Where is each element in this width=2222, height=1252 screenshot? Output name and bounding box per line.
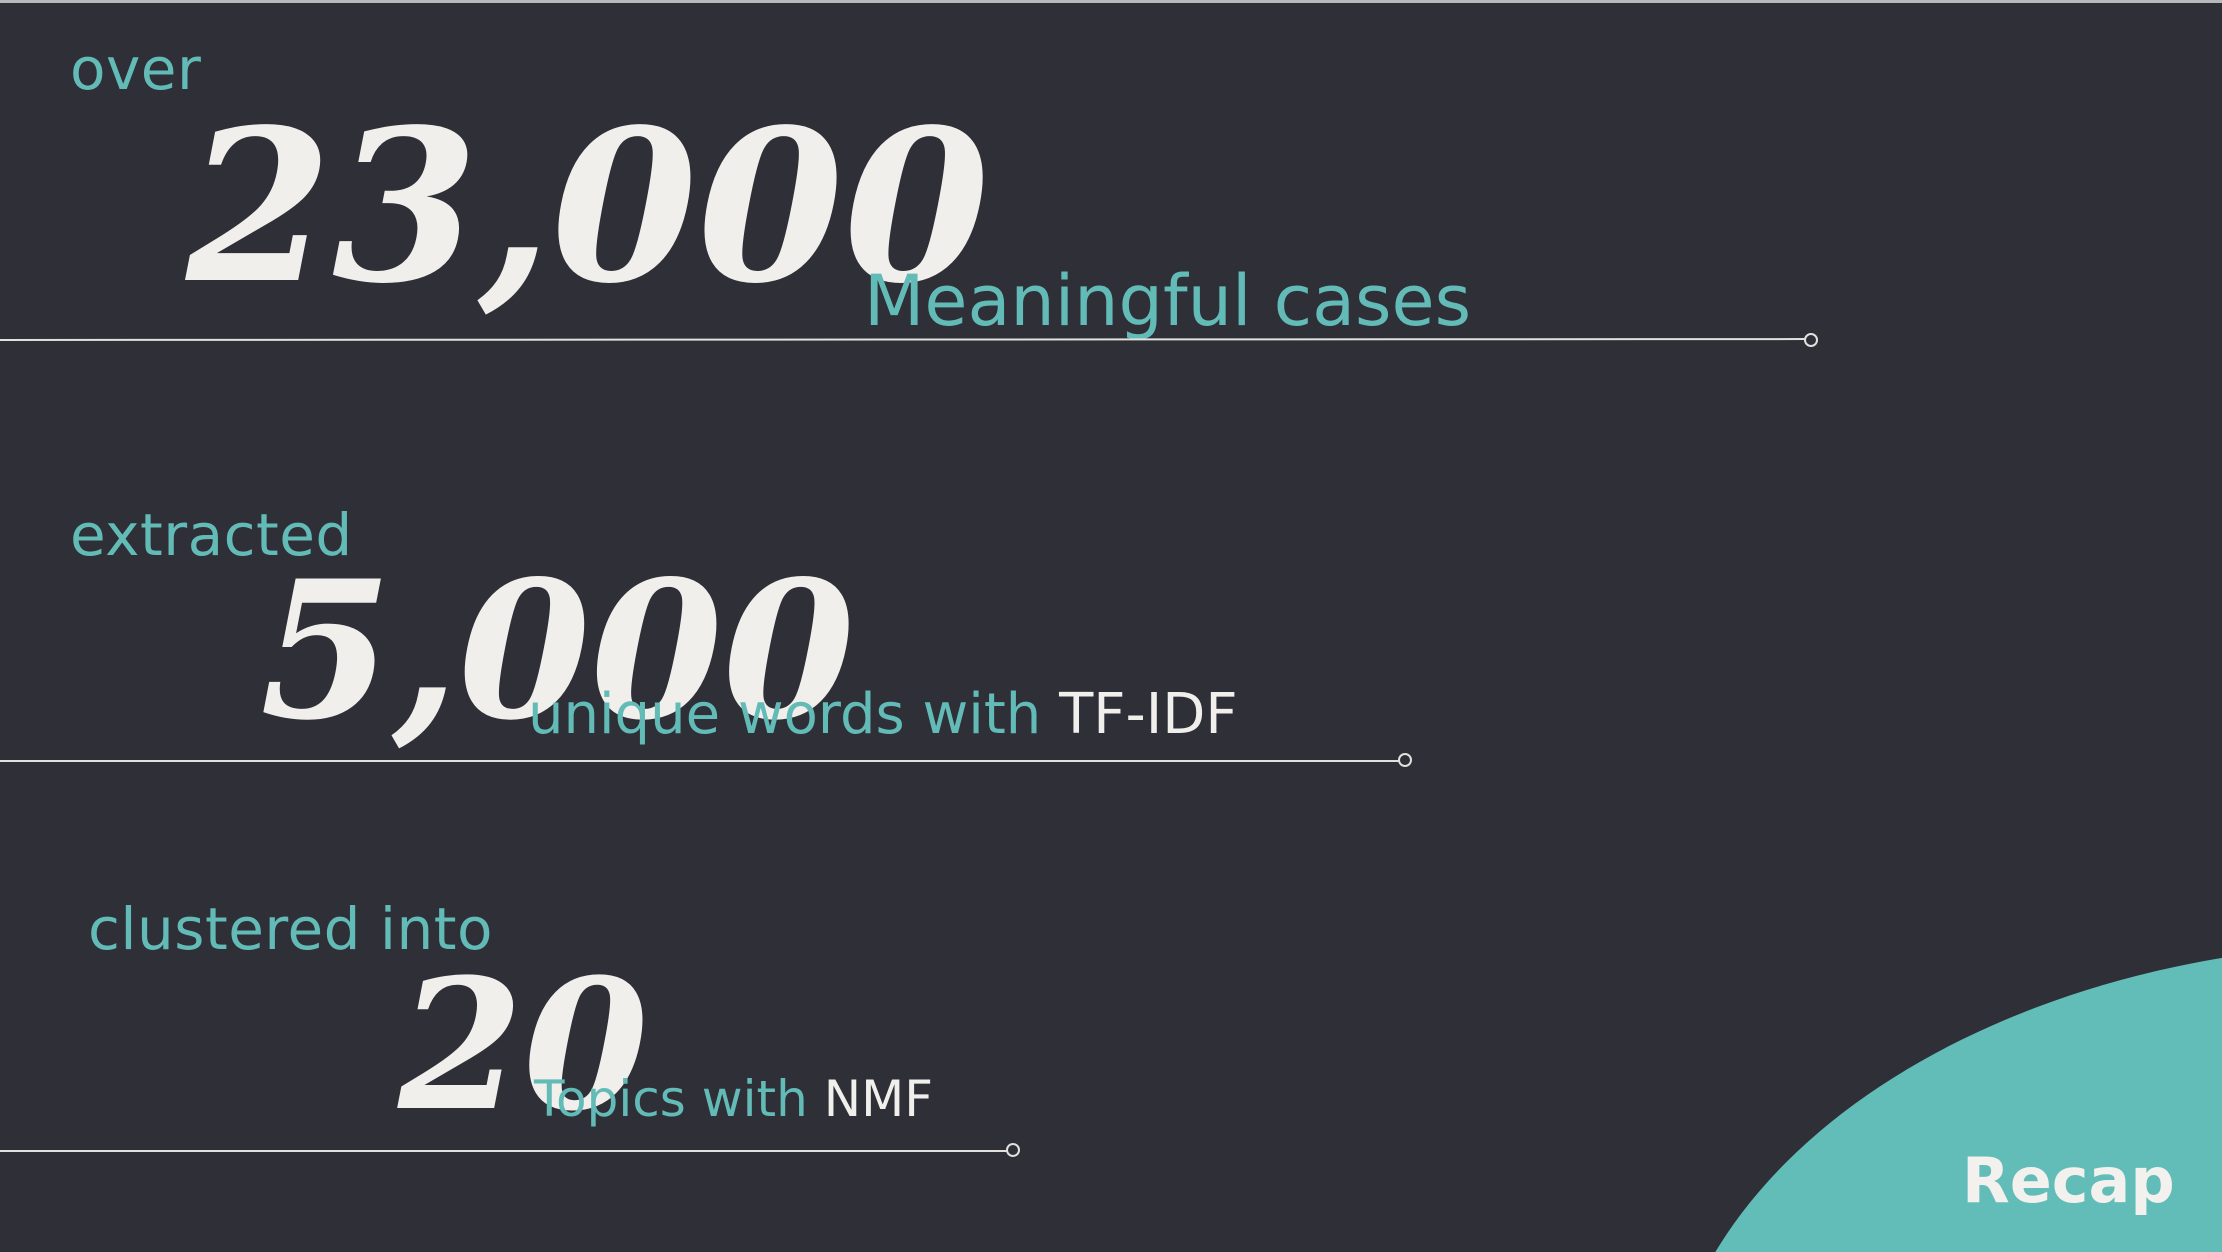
stat-description-main: Topics with bbox=[534, 1070, 824, 1128]
timeline-end-dot bbox=[1398, 753, 1412, 767]
stat-description-highlight: NMF bbox=[823, 1070, 933, 1128]
stat-description: unique words with TF-IDF bbox=[528, 687, 1238, 743]
stat-number: 23,000 bbox=[186, 83, 990, 330]
timeline-end-dot bbox=[1804, 333, 1818, 347]
stat-description-highlight: TF-IDF bbox=[1059, 682, 1238, 747]
top-border bbox=[0, 0, 2222, 3]
stat-number: 5,000 bbox=[260, 539, 855, 762]
stat-lead-text: over bbox=[70, 35, 202, 103]
stat-description: Meaningful cases bbox=[864, 266, 1471, 336]
timeline-rule bbox=[0, 1150, 1008, 1152]
stat-lead-text: clustered into bbox=[88, 895, 494, 963]
stat-description: Topics with NMF bbox=[534, 1074, 933, 1124]
stat-number: 20 bbox=[398, 940, 649, 1151]
timeline-rule bbox=[0, 760, 1400, 762]
stat-description-main: Meaningful cases bbox=[864, 260, 1472, 342]
recap-title: Recap bbox=[1962, 1144, 2175, 1217]
stat-description-main: unique words with bbox=[528, 682, 1060, 747]
stat-lead-text: extracted bbox=[70, 501, 353, 569]
timeline-end-dot bbox=[1006, 1143, 1020, 1157]
